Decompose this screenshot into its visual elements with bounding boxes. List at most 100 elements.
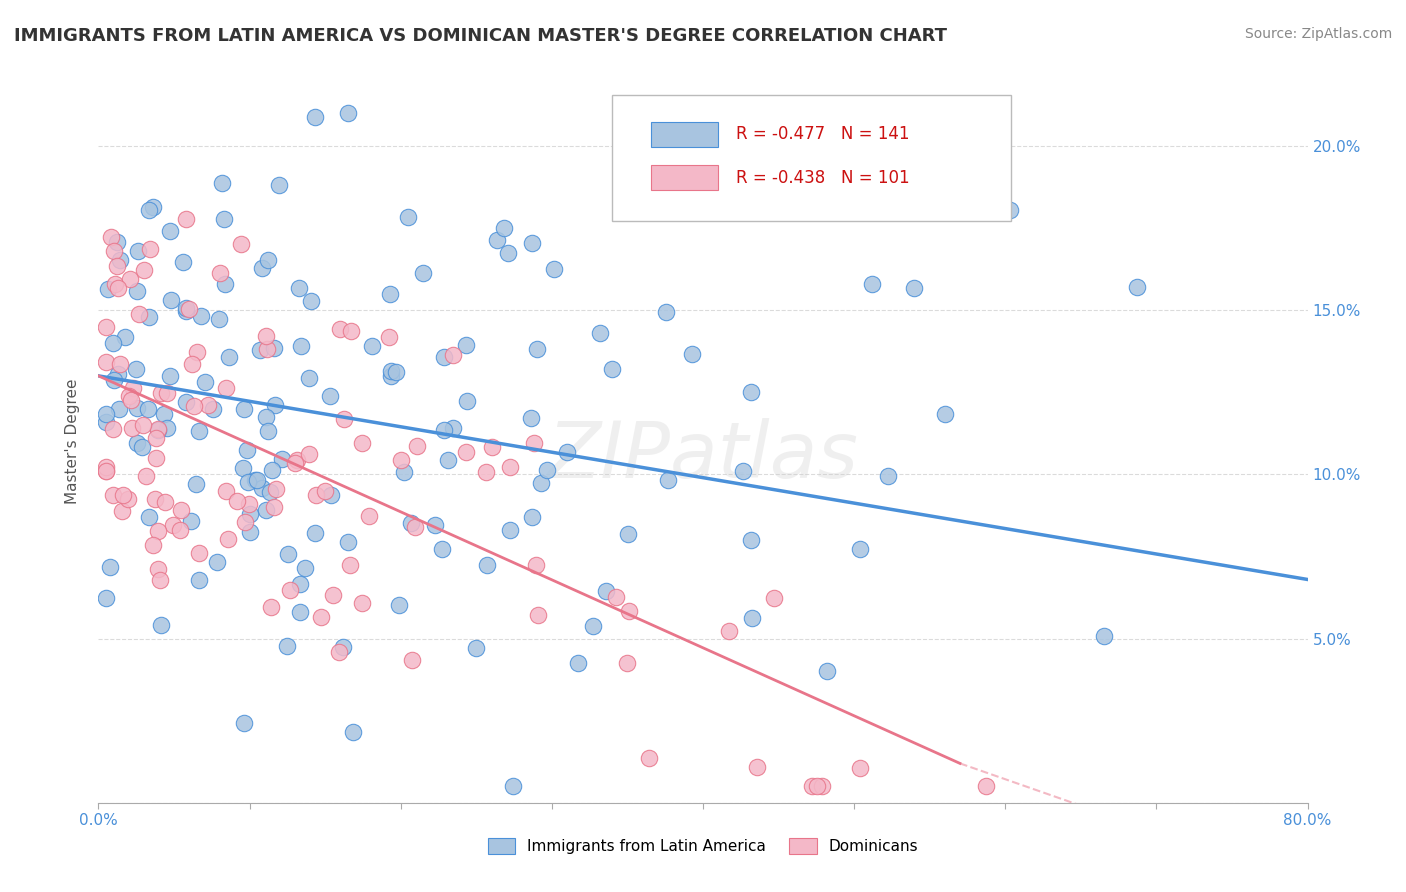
Point [117, 491, 139, 506]
Point [146, 422, 169, 436]
Point [322, 588, 344, 602]
Point [588, 326, 610, 340]
Point [207, 312, 229, 326]
Point [433, 423, 456, 437]
Point [380, 369, 402, 384]
Legend: Immigrants from Latin America, Dominicans: Immigrants from Latin America, Dominican… [481, 832, 925, 860]
Point [142, 200, 165, 214]
Point [401, 653, 423, 667]
Point [136, 401, 159, 416]
Point [254, 328, 277, 343]
Point [211, 177, 233, 191]
Point [172, 255, 194, 269]
Text: Source: ZipAtlas.com: Source: ZipAtlas.com [1244, 27, 1392, 41]
Point [271, 451, 294, 466]
Point [567, 656, 589, 670]
Point [269, 178, 291, 192]
Point [131, 441, 153, 455]
Point [148, 423, 170, 437]
Point [340, 324, 363, 338]
Text: R = -0.477   N = 141: R = -0.477 N = 141 [735, 126, 910, 144]
Point [111, 503, 134, 517]
Point [481, 440, 503, 454]
Point [263, 341, 285, 355]
Point [617, 604, 640, 618]
Point [149, 573, 172, 587]
Point [314, 484, 336, 499]
Point [605, 590, 627, 604]
Point [304, 111, 326, 125]
Point [762, 591, 785, 605]
Point [218, 350, 240, 364]
Point [350, 435, 373, 450]
Point [181, 357, 204, 371]
Point [142, 538, 165, 552]
Point [194, 375, 217, 389]
Point [145, 450, 167, 465]
Point [138, 310, 160, 324]
Point [399, 516, 422, 531]
Point [190, 309, 212, 323]
Point [183, 399, 205, 413]
Point [169, 523, 191, 537]
Point [536, 463, 558, 477]
Point [1092, 629, 1115, 643]
Text: ZIPatlas: ZIPatlas [547, 418, 859, 494]
Point [249, 343, 271, 358]
Point [681, 347, 703, 361]
Point [441, 347, 464, 361]
Point [1000, 203, 1022, 218]
Point [208, 266, 231, 280]
Point [731, 464, 754, 478]
Point [328, 645, 350, 659]
Point [860, 277, 883, 291]
Point [638, 750, 661, 764]
Point [359, 509, 381, 524]
Point [477, 558, 499, 573]
Point [329, 321, 352, 335]
Point [104, 277, 127, 291]
Point [337, 106, 360, 120]
Point [152, 407, 174, 421]
Point [903, 281, 925, 295]
Point [217, 532, 239, 546]
Point [616, 527, 638, 541]
Point [304, 488, 326, 502]
Point [259, 485, 281, 500]
Point [342, 725, 364, 739]
Y-axis label: Master's Degree: Master's Degree [65, 379, 80, 504]
Point [187, 424, 209, 438]
Point [801, 780, 824, 794]
Point [159, 225, 181, 239]
Point [318, 389, 340, 403]
Point [350, 596, 373, 610]
Point [107, 401, 129, 416]
Point [380, 364, 402, 378]
Point [176, 304, 198, 318]
Point [125, 401, 148, 415]
Point [215, 381, 238, 395]
Point [475, 465, 498, 479]
Point [215, 483, 238, 498]
Point [246, 474, 269, 488]
Point [201, 402, 224, 417]
Point [103, 335, 125, 350]
Point [848, 760, 870, 774]
Point [139, 243, 162, 257]
Point [502, 780, 524, 794]
Point [121, 420, 143, 434]
Point [339, 558, 361, 572]
Point [101, 488, 124, 502]
Point [405, 439, 427, 453]
Point [600, 362, 623, 376]
Point [288, 281, 311, 295]
Point [298, 447, 321, 461]
Point [236, 475, 259, 489]
Point [176, 212, 198, 227]
Bar [651, 122, 717, 147]
Point [934, 407, 956, 421]
Point [205, 555, 228, 569]
Point [654, 305, 676, 319]
Point [127, 435, 149, 450]
Point [806, 780, 828, 794]
